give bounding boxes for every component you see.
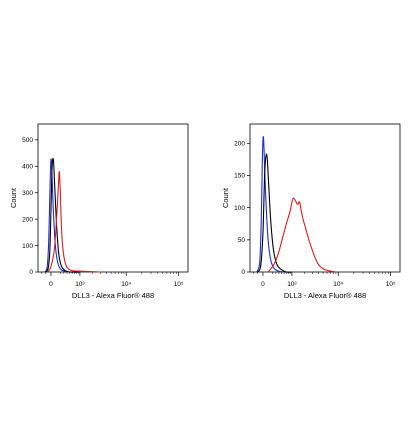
histogram-series-1 [44,158,80,273]
x-tick-label: 0 [261,281,265,288]
y-tick-label: 150 [234,173,245,180]
histogram-panel-1: 0 100 200 300 400 500 0 10³ 10⁴ 10⁵ Count DLL3 - Al… [9,123,189,300]
y-tick-label: 0 [241,269,245,276]
x-tick-label: 10³ [75,281,85,288]
x-tick-label: 10⁵ [174,281,184,288]
plot-frame [249,123,401,273]
histogram-series-3 [267,197,337,273]
y-tick-label: 50 [238,237,246,244]
y-tick-label: 300 [22,190,33,197]
y-tick-label: 500 [22,137,33,144]
x-tick-label: 10⁴ [121,281,131,288]
x-tick-label: 0 [49,281,53,288]
y-tick-label: 400 [22,163,33,170]
histogram-series-1 [256,136,292,273]
y-tick-label: 0 [29,269,33,276]
y-tick-label: 200 [22,216,33,223]
x-tick-label: 10³ [287,281,297,288]
x-axis-title: DLL3 - Alexa Fluor® 488 [284,291,366,300]
x-axis-title: DLL3 - Alexa Fluor® 488 [72,291,154,300]
x-tick-label: 10⁴ [333,281,343,288]
y-axis-title: Count [9,187,18,208]
histogram-series-2 [257,153,292,273]
y-axis-title: Count [221,187,230,208]
plot-frame [37,123,189,273]
x-tick-label: 10⁵ [386,281,396,288]
histogram-series-2 [45,157,80,273]
y-tick-label: 100 [22,243,33,250]
histogram-panel-2: 0 50 100 150 200 0 10³ 10⁴ 10⁵ Count DLL3 - Alexa … [221,123,401,300]
histogram-series-3 [47,171,101,273]
y-tick-label: 100 [234,205,245,212]
y-tick-label: 200 [234,141,245,148]
